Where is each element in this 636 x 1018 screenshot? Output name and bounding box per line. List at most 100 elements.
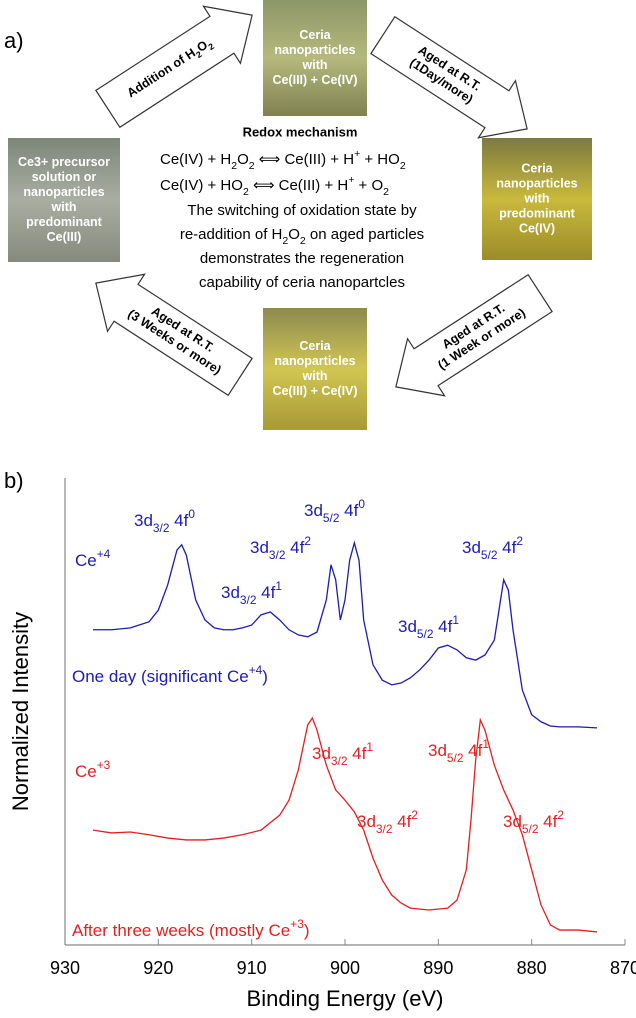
x-tick-label: 920 — [143, 958, 173, 978]
text-run: 2 — [383, 186, 389, 198]
text-run: ) — [304, 921, 310, 940]
x-tick-label: 910 — [237, 958, 267, 978]
text-run: 4f — [285, 538, 304, 557]
text-run: O — [237, 151, 249, 168]
text-run: 3d — [462, 538, 481, 557]
text-run: 2 — [207, 41, 217, 52]
vial-photo — [263, 308, 367, 430]
vial-label: predominant — [26, 215, 103, 229]
annotation: 3d5/2 4f1 — [398, 613, 459, 641]
spectrum-line — [92, 716, 598, 933]
text-run: 2 — [304, 534, 311, 548]
text-run: 3/2 — [376, 822, 393, 836]
text-run: ) — [262, 667, 268, 686]
text-run: +4 — [249, 663, 263, 677]
text-run: 3d — [357, 812, 376, 831]
text-run: The switching of oxidation state by — [187, 202, 417, 219]
vial-label: solution or — [32, 170, 97, 184]
vial-photo — [8, 138, 120, 262]
vial-label: Ce(III) + Ce(IV) — [272, 384, 357, 398]
vial-photo — [482, 138, 592, 260]
vial-label: with — [302, 369, 328, 383]
vial-label: nanoparticles — [23, 185, 104, 199]
text-run: capability of ceria nanopartcles — [199, 274, 405, 291]
text-run: 4f — [433, 617, 452, 636]
text-run: 3d — [428, 741, 447, 760]
text-run: 2 — [300, 235, 306, 247]
text-run: +4 — [97, 547, 111, 561]
mechanism-line: The switching of oxidation state by — [187, 202, 417, 219]
arrow-shape — [370, 15, 528, 139]
annotation: 3d5/2 4f2 — [503, 808, 564, 836]
text-run: on aged particles — [306, 226, 424, 243]
text-run: After three weeks (mostly Ce — [72, 921, 290, 940]
arrow-shape — [95, 5, 253, 129]
panel-label: a) — [4, 28, 24, 53]
process-arrow: Addition of H2O2 — [95, 5, 253, 129]
vial-label: nanoparticles — [274, 354, 355, 368]
vial-label: Ceria — [299, 339, 331, 353]
text-run: Ce(IV) + H — [160, 151, 231, 168]
text-run: 3d — [304, 501, 323, 520]
process-arrow: Aged at R.T.(1Day/more) — [370, 15, 528, 139]
annotation: 3d3/2 4f1 — [221, 579, 282, 607]
y-axis-label: Normalized Intensity — [8, 612, 33, 811]
text-run: 2 — [557, 808, 564, 822]
annotation: 3d3/2 4f2 — [250, 534, 311, 562]
text-run: 3/2 — [153, 521, 170, 535]
text-run: 3/2 — [240, 593, 257, 607]
text-run: 4f — [538, 812, 557, 831]
text-run: 2 — [282, 235, 288, 247]
text-run: 5/2 — [323, 511, 340, 525]
mechanism-line: demonstrates the regeneration — [200, 250, 404, 267]
text-run: 0 — [188, 507, 195, 521]
text-run: Ce — [75, 551, 97, 570]
mechanism-line: capability of ceria nanopartcles — [199, 274, 405, 291]
text-run: 3d — [221, 583, 240, 602]
text-run: 1 — [482, 737, 489, 751]
text-run: 2 — [516, 534, 523, 548]
spectrum-line — [93, 540, 598, 729]
mechanism-line: Ce(IV) + HO2 ⟺ Ce(III) + H+ + O2 — [160, 174, 389, 198]
text-run: 5/2 — [417, 627, 434, 641]
vial-label: Ce3+ precursor — [18, 155, 110, 169]
text-run: +3 — [97, 758, 111, 772]
text-run: ⟺ Ce(III) + H — [249, 177, 348, 194]
arrow-shape — [95, 273, 253, 397]
vial-label: Ceria — [299, 28, 331, 42]
x-tick-label: 890 — [423, 958, 453, 978]
text-run: + O — [354, 177, 383, 194]
vial-label: Ceria — [521, 161, 553, 175]
annotation: 3d5/2 4f0 — [304, 497, 365, 525]
vial-label: Ce(IV) — [519, 221, 555, 235]
text-run: 2 — [411, 808, 418, 822]
text-run: 1 — [275, 579, 282, 593]
annotation: One day (significant Ce+4) — [72, 663, 268, 686]
text-run: 2 — [243, 186, 249, 198]
vial-photo — [263, 0, 367, 116]
text-run: 1 — [366, 740, 373, 754]
annotation: 3d3/2 4f2 — [357, 808, 418, 836]
text-run: 3d — [503, 812, 522, 831]
text-run: + — [354, 148, 360, 160]
vial-label: Ce(III) + Ce(IV) — [272, 73, 357, 87]
text-run: 5/2 — [447, 751, 464, 765]
text-run: 2 — [249, 160, 255, 172]
mechanism-title: Redox mechanism — [243, 124, 358, 139]
text-run: + HO — [360, 151, 400, 168]
vial-label: with — [302, 58, 328, 72]
text-run: 5/2 — [481, 548, 498, 562]
text-run: 4f — [497, 538, 516, 557]
text-run: 4f — [347, 744, 366, 763]
text-run: 0 — [358, 497, 365, 511]
text-run: ⟺ Ce(III) + H — [255, 151, 354, 168]
x-tick-label: 900 — [330, 958, 360, 978]
text-run: 2 — [231, 160, 237, 172]
text-run: re-addition of H — [180, 226, 283, 243]
text-run: 3d — [312, 744, 331, 763]
text-run: 3/2 — [331, 754, 348, 768]
text-run: 4f — [256, 583, 275, 602]
vial-label: with — [51, 200, 77, 214]
